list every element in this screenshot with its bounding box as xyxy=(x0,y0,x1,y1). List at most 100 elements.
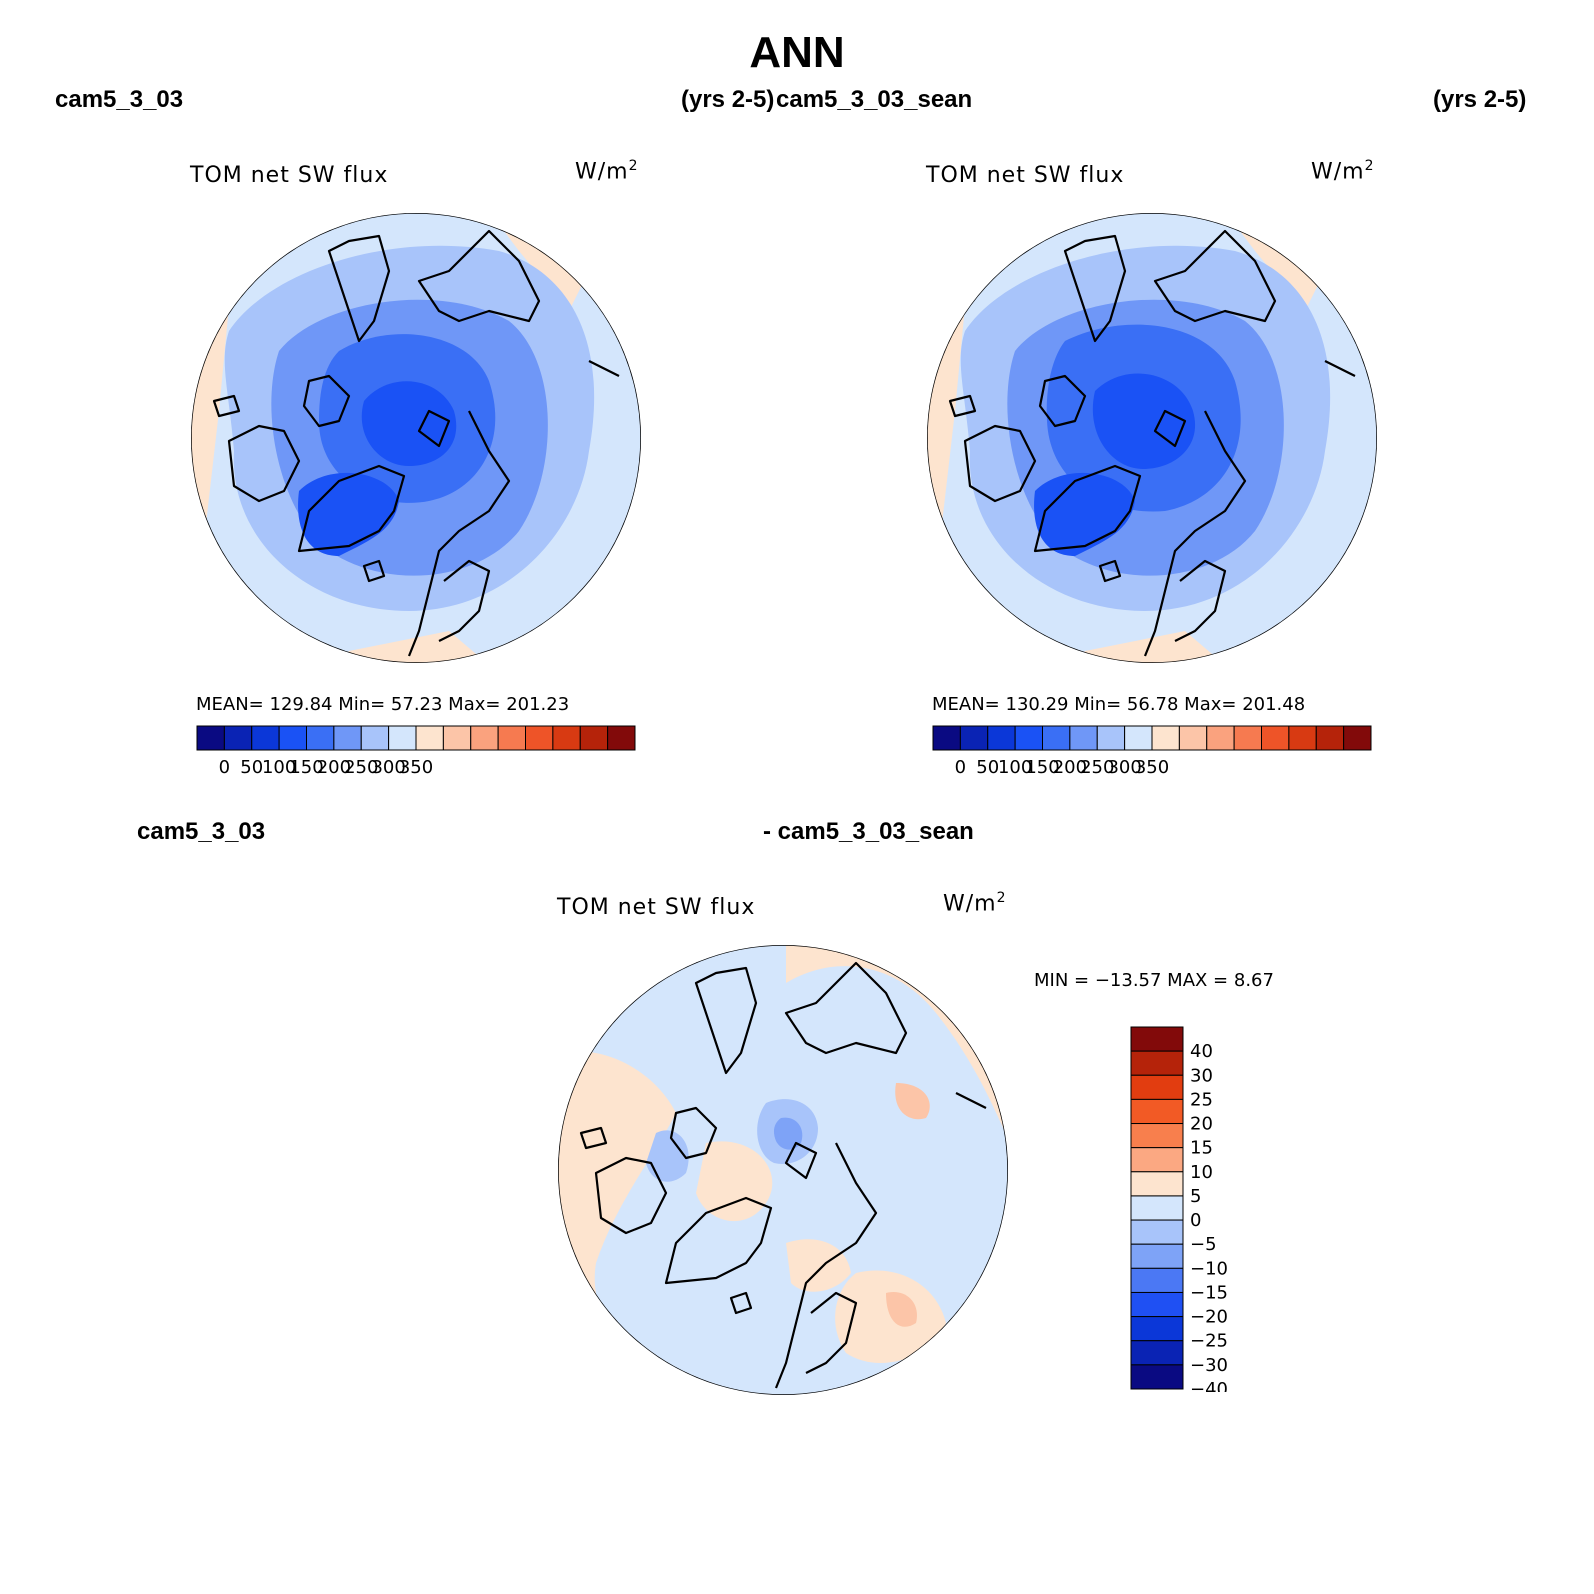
panel-b-colorbar-swatch xyxy=(1315,725,1345,751)
panel-b-colorbar-swatch xyxy=(959,725,989,751)
panel-b-years-label: (yrs 2-5) xyxy=(1433,86,1527,113)
panel-a-colorbar-swatch xyxy=(306,725,335,751)
panel-diff-colorbar-swatch xyxy=(1130,1195,1184,1221)
panel-a-colorbar-label: 150 xyxy=(289,757,323,778)
panel-a-colorbar-swatch xyxy=(497,725,526,751)
panel-diff-colorbar-label: −40 xyxy=(1190,1379,1228,1392)
panel-a-colorbar-swatch xyxy=(388,725,417,751)
panel-a-colorbar-swatch xyxy=(442,725,472,751)
panel-diff-colorbar-label: 15 xyxy=(1190,1138,1213,1159)
panel-b-colorbar-swatch xyxy=(1014,725,1043,751)
panel-b-map xyxy=(927,213,1377,663)
panel-b-colorbar-label: 0 xyxy=(955,757,966,778)
main-title: ANN xyxy=(749,28,845,77)
panel-a-colorbar-swatch xyxy=(278,725,307,751)
panel-diff-colorbar-swatch xyxy=(1130,1026,1184,1052)
panel-diff-colorbar-label: 25 xyxy=(1190,1089,1213,1110)
panel-b-colorbar-swatch xyxy=(1343,725,1372,751)
panel-a-colorbar-swatch xyxy=(415,725,444,751)
panel-a-colorbar-label: 0 xyxy=(219,757,230,778)
panel-a-colorbar-swatch xyxy=(607,725,636,751)
panel-diff-colorbar-swatch xyxy=(1130,1267,1184,1293)
panel-b-colorbar-swatch xyxy=(1069,725,1098,751)
panel-a-colorbar-label: 100 xyxy=(262,757,296,778)
panel-b-colorbar-swatch xyxy=(1042,725,1071,751)
panel-b-colorbar-label: 250 xyxy=(1080,757,1114,778)
panel-diff-colorbar-label: −10 xyxy=(1190,1258,1228,1279)
panel-diff-colorbar-label: 20 xyxy=(1190,1114,1213,1135)
panel-diff-colorbar-swatch xyxy=(1130,1050,1184,1076)
panel-a-colorbar-swatch xyxy=(470,725,499,751)
panel-a-colorbar-swatch xyxy=(251,725,280,751)
panel-diff-colorbar-swatch xyxy=(1130,1340,1184,1366)
panel-diff-colorbar-label: −30 xyxy=(1190,1355,1228,1376)
panel-a-colorbar-label: 350 xyxy=(399,757,433,778)
panel-diff-colorbar-label: 30 xyxy=(1190,1065,1213,1086)
panel-a-colorbar-swatch xyxy=(360,725,390,751)
panel-diff-colorbar-label: 0 xyxy=(1190,1210,1201,1231)
panel-b-colorbar-label: 50 xyxy=(976,757,999,778)
panel-diff-title: TOM net SW flux xyxy=(557,895,756,920)
panel-b-colorbar-swatch xyxy=(1178,725,1208,751)
panel-a-colorbar-swatch xyxy=(196,725,225,751)
panel-b-colorbar-swatch xyxy=(1096,725,1126,751)
panel-diff-case-right: - cam5_3_03_sean xyxy=(763,818,974,845)
panel-diff-colorbar-label: −15 xyxy=(1190,1282,1228,1303)
panel-diff-colorbar-swatch xyxy=(1130,1098,1184,1125)
panel-diff-colorbar-label: −25 xyxy=(1190,1331,1228,1352)
panel-a-colorbar-label: 300 xyxy=(371,757,405,778)
panel-diff-colorbar-swatch xyxy=(1130,1364,1184,1390)
panel-a-years-label: (yrs 2-5) xyxy=(681,86,775,113)
panel-b-title: TOM net SW flux xyxy=(926,163,1125,188)
panel-b-colorbar-swatch xyxy=(1288,725,1317,751)
panel-diff-colorbar-swatch xyxy=(1130,1316,1184,1342)
panel-b-colorbar-label: 200 xyxy=(1053,757,1087,778)
panel-diff-colorbar-swatch xyxy=(1130,1219,1184,1245)
panel-diff-units: W/m2 xyxy=(943,890,1007,917)
panel-a-title: TOM net SW flux xyxy=(190,163,389,188)
panel-diff-colorbar-swatch xyxy=(1130,1123,1184,1149)
panel-diff-colorbar-swatch xyxy=(1130,1243,1184,1269)
panel-diff-map xyxy=(558,945,1008,1395)
panel-diff-colorbar-label: 5 xyxy=(1190,1186,1201,1207)
panel-diff-colorbar: 40 30 25 20 15 10 5 0 −5 −10 −15 −20 −25 −30 −40 xyxy=(1130,1026,1228,1392)
panel-a-colorbar-label: 200 xyxy=(317,757,351,778)
panel-a-stats: MEAN= 129.84 Min= 57.23 Max= 201.23 xyxy=(196,694,570,715)
panel-b-units: W/m2 xyxy=(1311,158,1375,185)
panel-b-colorbar-label: 350 xyxy=(1135,757,1169,778)
panel-a-colorbar-swatch xyxy=(525,725,554,751)
panel-diff-colorbar-label: −20 xyxy=(1190,1307,1228,1328)
panel-a-colorbar-swatch xyxy=(552,725,581,751)
panel-b-colorbar-swatch xyxy=(932,725,961,751)
panel-b-colorbar-swatch xyxy=(1261,725,1290,751)
panel-diff-colorbar-label: 10 xyxy=(1190,1162,1213,1183)
panel-diff-case-left: cam5_3_03 xyxy=(137,818,266,845)
panel-b-colorbar-swatch xyxy=(1151,725,1180,751)
panel-diff-colorbar-swatch xyxy=(1130,1291,1184,1318)
panel-b-colorbar-label: 300 xyxy=(1107,757,1141,778)
panel-a-colorbar-swatch xyxy=(223,725,253,751)
panel-b-colorbar-swatch xyxy=(1233,725,1262,751)
panel-b-colorbar xyxy=(932,725,1372,751)
panel-a-colorbar-label: 50 xyxy=(240,757,263,778)
panel-diff-colorbar-label: −5 xyxy=(1190,1234,1217,1255)
panel-diff-stats: MIN = −13.57 MAX = 8.67 xyxy=(1034,970,1274,991)
panel-diff-colorbar-swatch xyxy=(1130,1074,1184,1100)
panel-diff-colorbar-swatch xyxy=(1130,1171,1184,1197)
panel-b-colorbar-swatch xyxy=(1206,725,1235,751)
panel-diff-colorbar-swatch xyxy=(1130,1147,1184,1173)
panel-b-colorbar-swatch xyxy=(987,725,1016,751)
panel-a-colorbar xyxy=(196,725,636,751)
panel-a-colorbar-label: 250 xyxy=(344,757,378,778)
panel-b-colorbar-label: 150 xyxy=(1025,757,1059,778)
panel-b-colorbar-label: 100 xyxy=(998,757,1032,778)
panel-diff-colorbar-label: 40 xyxy=(1190,1041,1213,1062)
panel-a-map xyxy=(191,213,641,663)
panel-b-colorbar-swatch xyxy=(1124,725,1153,751)
panel-a-units: W/m2 xyxy=(575,158,639,185)
panel-a-colorbar-swatch xyxy=(579,725,609,751)
panel-a-case-label: cam5_3_03 xyxy=(55,86,184,113)
panel-a-colorbar-swatch xyxy=(333,725,362,751)
